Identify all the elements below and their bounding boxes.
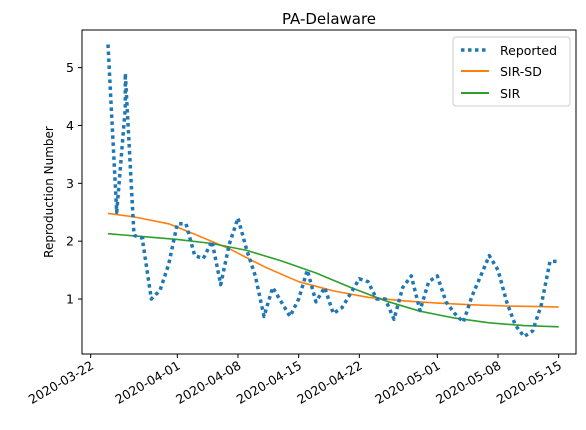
y-tick-label: 2 — [66, 234, 74, 249]
y-tick-label: 1 — [66, 292, 74, 307]
y-axis: 1 2 3 4 5 — [66, 60, 82, 307]
legend: Reported SIR-SD SIR — [452, 36, 571, 107]
legend-label-reported: Reported — [500, 43, 557, 58]
y-axis-label: Reproduction Number — [42, 126, 56, 258]
x-tick-label: 2020-05-08 — [433, 358, 503, 407]
plot-frame — [81, 29, 577, 355]
legend-box — [452, 36, 571, 107]
x-axis: 2020-03-22 2020-04-012020-04-082020-04-15… — [26, 354, 564, 407]
legend-label-sir-sd: SIR-SD — [500, 64, 542, 79]
y-tick-label: 3 — [66, 176, 74, 191]
y-tick-label: 5 — [66, 60, 74, 75]
chart-title: PA-Delaware — [282, 10, 376, 28]
x-tick-label: 2020-04-15 — [234, 358, 304, 407]
y-tick-label: 4 — [66, 118, 74, 133]
plot-area — [106, 44, 559, 339]
legend-label-sir: SIR — [500, 86, 521, 101]
x-tick-label: 2020-04-01 — [112, 358, 182, 407]
x-tick-label: 2020-05-01 — [372, 358, 442, 407]
x-tick-label: 2020-04-22 — [294, 358, 364, 407]
x-tick-label: 2020-03-22 — [26, 358, 96, 407]
x-tick-label: 2020-05-15 — [494, 358, 564, 407]
series-line-sir — [107, 232, 559, 328]
x-tick-label: 2020-04-08 — [173, 358, 243, 407]
